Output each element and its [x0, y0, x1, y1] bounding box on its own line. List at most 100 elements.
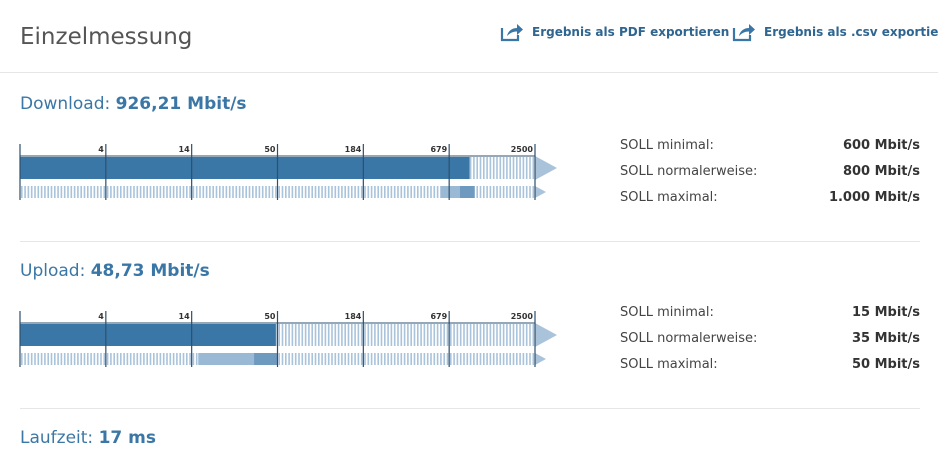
track-stripe [492, 353, 495, 365]
track-stripe [360, 186, 363, 198]
soll-range-band [198, 353, 255, 365]
track-stripe [516, 324, 518, 346]
track-stripe [324, 324, 327, 346]
track-stripe [30, 353, 33, 365]
soll-range-band-upper [459, 186, 475, 198]
track-stripe [87, 353, 89, 365]
track-stripe [106, 353, 109, 365]
export-pdf-button[interactable]: Ergebnis als PDF exportieren [500, 22, 729, 42]
track-stripe [265, 186, 267, 198]
track-stripe [489, 186, 492, 198]
track-stripe [522, 157, 525, 179]
track-stripe [476, 186, 478, 198]
track-stripe [413, 324, 416, 346]
track-stripe [67, 186, 69, 198]
scale-tick-label: 4 [98, 145, 104, 154]
track-stripe [436, 353, 439, 365]
page-header: Einzelmessung Ergebnis als PDF exportier… [0, 0, 938, 73]
track-stripe [370, 324, 373, 346]
track-stripe [291, 186, 294, 198]
track-stripe [176, 353, 178, 365]
track-stripe [228, 186, 231, 198]
track-stripe [529, 324, 531, 346]
track-stripe [407, 353, 409, 365]
track-stripe [384, 324, 386, 346]
track-stripe [159, 353, 162, 365]
track-stripe [512, 353, 515, 365]
track-stripe [354, 324, 356, 346]
track-stripe [281, 353, 284, 365]
track-stripe [298, 353, 300, 365]
track-stripe [512, 186, 515, 198]
track-stripe [403, 353, 406, 365]
track-stripe [288, 186, 290, 198]
track-stripe [202, 186, 205, 198]
track-stripe [291, 324, 294, 346]
soll-min-value: 600 Mbit/s [842, 138, 920, 153]
soll-max-label: SOLL maximal: [620, 357, 718, 372]
track-stripe [492, 324, 495, 346]
track-stripe [199, 186, 201, 198]
track-stripe [360, 324, 363, 346]
track-stripe [529, 186, 531, 198]
track-stripe [473, 353, 475, 365]
track-stripe [83, 353, 86, 365]
track-stripe [502, 186, 505, 198]
upload-label: Upload: [20, 261, 86, 281]
track-stripe [479, 353, 482, 365]
track-stripe [410, 353, 412, 365]
track-stripe [331, 186, 333, 198]
track-stripe [502, 353, 505, 365]
track-stripe [486, 186, 488, 198]
track-stripe [67, 353, 69, 365]
track-stripe [525, 324, 528, 346]
upload-speed-bar: 4 14 50 184 679 2500 [19, 311, 557, 367]
track-stripe [285, 186, 287, 198]
track-stripe [209, 186, 211, 198]
track-stripe [403, 324, 406, 346]
track-stripe [367, 186, 370, 198]
track-stripe [374, 186, 376, 198]
track-stripe [285, 324, 287, 346]
track-stripe [347, 324, 350, 346]
track-stripe [360, 353, 363, 365]
soll-max-value: 1.000 Mbit/s [828, 190, 920, 205]
track-stripe [245, 186, 247, 198]
export-csv-button[interactable]: Ergebnis als .csv exportieren [732, 22, 938, 42]
track-stripe [420, 186, 422, 198]
track-stripe [281, 324, 284, 346]
track-stripe [337, 353, 340, 365]
track-stripe [370, 186, 373, 198]
track-stripe [450, 353, 452, 365]
track-stripe [308, 324, 310, 346]
track-stripe [443, 324, 445, 346]
track-stripe [519, 324, 521, 346]
track-stripe [40, 353, 43, 365]
track-stripe [430, 353, 432, 365]
track-stripe [80, 186, 82, 198]
download-speed-bar: 4 14 50 184 679 2500 [19, 144, 557, 200]
track-stripe [351, 353, 353, 365]
track-stripe [235, 186, 238, 198]
track-stripe [423, 324, 426, 346]
track-stripe [146, 186, 148, 198]
track-stripe [298, 186, 300, 198]
track-stripe [321, 353, 323, 365]
track-stripe [73, 186, 76, 198]
track-stripe [90, 353, 92, 365]
track-stripe [522, 324, 525, 346]
track-stripe [248, 186, 251, 198]
track-stripe [337, 324, 340, 346]
track-stripe [476, 157, 478, 179]
track-stripe [291, 353, 294, 365]
track-stripe [496, 324, 498, 346]
track-stripe [327, 186, 330, 198]
track-stripe [516, 157, 518, 179]
latency-label: Laufzeit: [20, 428, 94, 448]
track-stripe [529, 353, 531, 365]
track-stripe [463, 353, 465, 365]
track-stripe [466, 324, 469, 346]
track-stripe [486, 324, 488, 346]
track-stripe [512, 157, 515, 179]
download-heading: Download: 926,21 Mbit/s [20, 94, 247, 114]
